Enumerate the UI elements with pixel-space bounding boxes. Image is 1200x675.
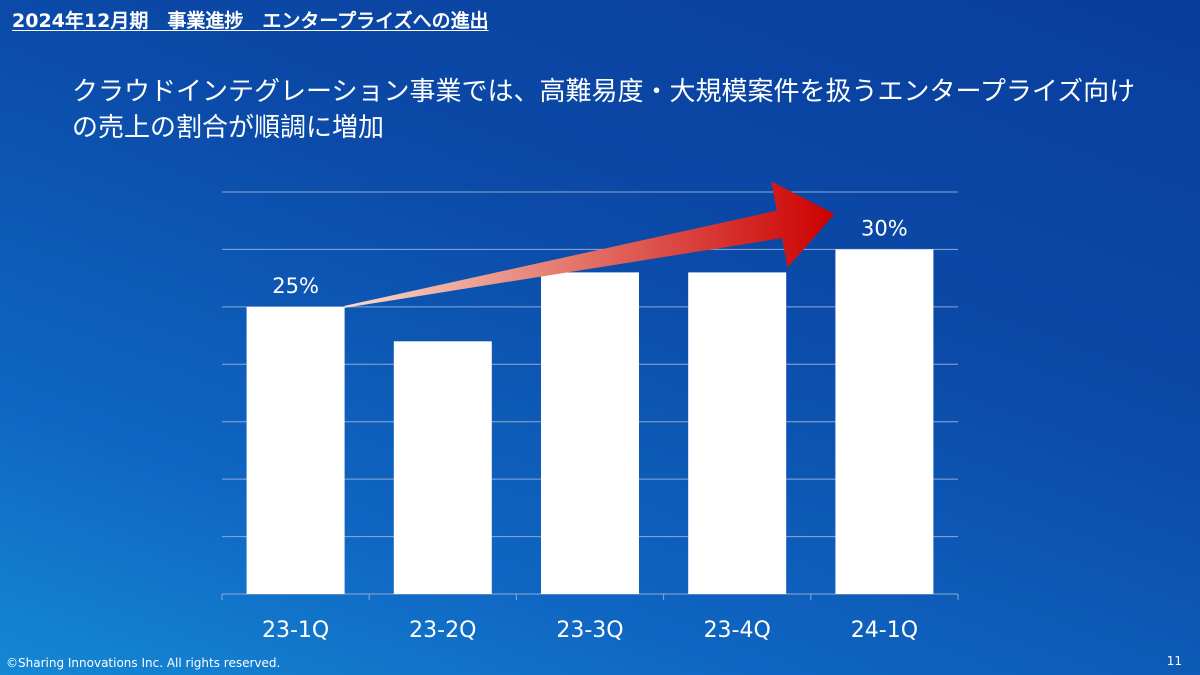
data-label: 25% (272, 274, 319, 298)
footer-copyright: ©Sharing Innovations Inc. All rights res… (6, 656, 281, 670)
x-tick-label: 24-1Q (851, 618, 918, 643)
bar-24-1Q (835, 249, 934, 594)
bar-23-3Q (541, 272, 639, 594)
x-tick-label: 23-3Q (556, 618, 623, 643)
bar-23-2Q (393, 341, 492, 594)
x-tick-label: 23-1Q (262, 618, 329, 643)
x-tick-label: 23-4Q (704, 618, 771, 643)
bar-23-1Q (246, 306, 345, 594)
x-tick-label: 23-2Q (409, 618, 476, 643)
bar-23-4Q (688, 272, 787, 594)
page-number: 11 (1166, 654, 1182, 668)
slide-header-title: 2024年12月期 事業進捗 エンタープライズへの進出 (12, 10, 489, 32)
data-label: 30% (861, 216, 908, 240)
headline-text: クラウドインテグレーション事業では、高難易度・大規模案件を扱うエンタープライズ向… (72, 77, 1136, 143)
growth-arrow-icon (344, 181, 835, 308)
